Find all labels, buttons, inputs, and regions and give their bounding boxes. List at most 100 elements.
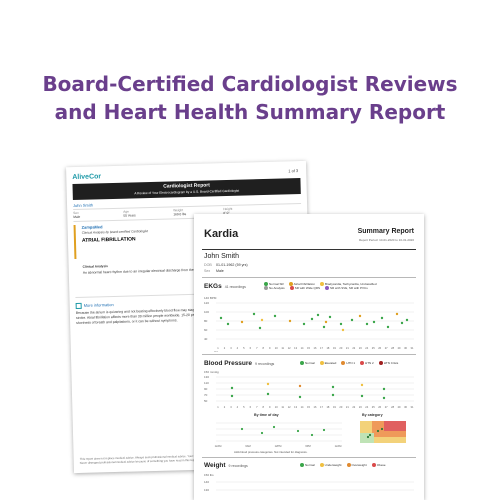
info-icon <box>75 302 82 309</box>
divider <box>202 277 416 278</box>
x-tick-label: 4 <box>237 346 239 350</box>
x-tick-label: 8 <box>263 405 265 409</box>
x-tick-label: 31 <box>411 405 414 409</box>
x-tick-label: 24 <box>365 405 368 409</box>
bp-category-zone-normal <box>360 433 374 443</box>
headline-line-1: Board-Certified Cardiologist Reviews <box>42 72 458 96</box>
bp-time-point <box>260 431 264 435</box>
ekg-point <box>365 322 369 326</box>
ekg-point <box>358 314 362 318</box>
ekg-point <box>322 325 326 329</box>
x-unit-label: Oct <box>214 409 218 410</box>
x-tick-label: 4 <box>237 405 239 409</box>
ekg-point <box>252 312 256 316</box>
alivecor-logo: AliveCor <box>72 173 102 182</box>
bp-point <box>331 385 335 389</box>
x-tick-label: 2 <box>224 346 226 350</box>
x-tick-label: 5 <box>243 346 245 350</box>
time-tick-label: 12AM <box>335 444 342 448</box>
x-tick-label: 21 <box>346 346 349 350</box>
x-tick-label: 3 <box>230 405 232 409</box>
x-tick-label: 27 <box>385 346 388 350</box>
legend-bp-crisis: HTN Crisis <box>378 361 398 366</box>
x-tick-label: 19 <box>333 405 336 409</box>
summary-report-page: Kardia Summary Report Report Period: 10-… <box>194 214 424 500</box>
x-tick-label: 13 <box>294 405 297 409</box>
ekg-point <box>316 313 320 317</box>
legend-weight-under: Underweight <box>319 463 342 468</box>
x-tick-label: 27 <box>385 405 388 409</box>
more-information-link[interactable]: More information <box>75 302 114 309</box>
x-tick-label: 9 <box>269 346 271 350</box>
x-tick-label: 14 <box>301 405 304 409</box>
bp-time-point <box>296 429 300 433</box>
kardia-logo: Kardia <box>204 228 239 240</box>
x-tick-label: 3 <box>230 346 232 350</box>
y-tick-label: 140 <box>204 480 209 484</box>
legend-bp-htn1: HTN 1 <box>341 361 355 366</box>
legend-weight-over: Overweight <box>346 463 367 468</box>
ekg-point <box>288 319 292 323</box>
ekg-point <box>386 325 390 329</box>
bp-note: AHA blood pressure categories. Not inten… <box>234 450 308 454</box>
y-tick-label: 60 <box>204 328 208 332</box>
x-tick-label: 2 <box>224 405 226 409</box>
bp-point <box>298 384 302 388</box>
legend-weight-obese: Obese <box>371 463 386 468</box>
divider <box>202 249 416 250</box>
bp-time-point <box>272 425 276 429</box>
ekg-point <box>260 318 264 322</box>
ekg-section-title: EKGs 41 recordings <box>204 283 246 290</box>
x-tick-label: 17 <box>320 346 323 350</box>
legend-bp-normal: Normal <box>300 361 315 366</box>
bp-y-unit: 150 mmHg <box>204 370 219 374</box>
ekg-point <box>400 321 404 325</box>
x-tick-label: 26 <box>378 346 381 350</box>
report-title-bar: Cardiologist Report A Review of Your Ele… <box>72 178 301 201</box>
bp-point <box>382 387 386 391</box>
x-tick-label: 6 <box>250 346 252 350</box>
x-tick-label: 10 <box>275 346 278 350</box>
x-tick-label: 30 <box>404 405 407 409</box>
x-tick-label: 20 <box>339 405 342 409</box>
x-tick-label: 18 <box>326 405 329 409</box>
patient-name: John Smith <box>204 253 240 260</box>
info-weight: Weight 169.0 lbs <box>173 208 187 217</box>
y-tick-label: 110 <box>204 381 209 385</box>
y-tick-label: 120 <box>204 301 209 305</box>
ekg-point <box>324 320 328 324</box>
bp-point <box>230 394 234 398</box>
bp-point <box>360 383 364 387</box>
x-tick-label: 18 <box>326 346 329 350</box>
bp-category-zone-htn2 <box>384 421 406 431</box>
ekg-y-unit: 140 BPM <box>204 296 217 300</box>
y-tick-label: 130 <box>204 375 209 379</box>
time-tick-label: 12PM <box>275 444 282 448</box>
legend-weight-normal: Normal <box>300 463 315 468</box>
x-tick-label: 7 <box>256 405 258 409</box>
x-tick-label: 11 <box>281 346 284 350</box>
report-period: Report Period: 10-01-2020 to 10-31-2020 <box>358 238 414 242</box>
legend-bp-elevated: Elevated <box>319 361 336 366</box>
x-tick-label: 1 <box>217 346 219 350</box>
y-tick-label: 90 <box>204 387 208 391</box>
page-number: 1 of 3 <box>288 168 299 174</box>
bp-category-point <box>368 433 372 437</box>
x-tick-label: 20 <box>339 346 342 350</box>
weight-section-title: Weight 9 recordings <box>204 462 248 469</box>
ekg-point <box>372 320 376 324</box>
x-tick-label: 25 <box>372 346 375 350</box>
ekg-point <box>395 312 399 316</box>
ekg-point <box>405 318 409 322</box>
time-tick-label: 12AM <box>215 444 222 448</box>
ekg-point <box>258 326 262 330</box>
x-tick-label: 29 <box>398 405 401 409</box>
x-unit-label: Oct <box>214 350 218 352</box>
ekg-point <box>219 316 223 320</box>
x-tick-label: 15 <box>307 405 310 409</box>
bp-time-point <box>240 427 244 431</box>
x-tick-label: 29 <box>398 346 401 350</box>
bp-point <box>266 382 270 386</box>
x-tick-label: 21 <box>346 405 349 409</box>
